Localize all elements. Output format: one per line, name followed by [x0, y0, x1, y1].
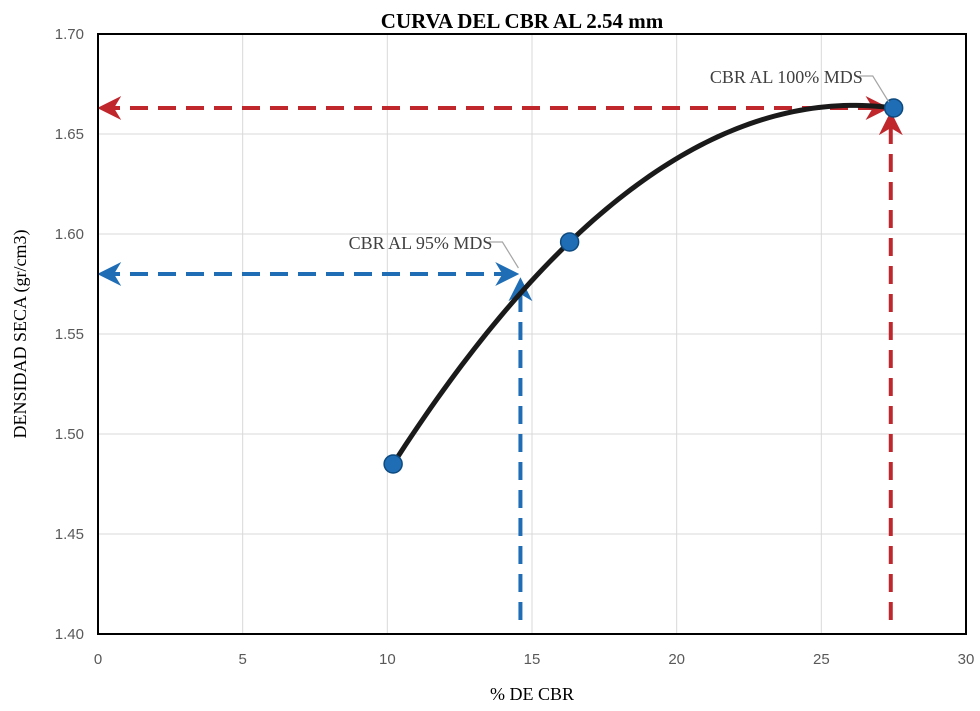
reference-lines [97, 96, 903, 620]
y-tick-labels: 1.40 1.45 1.50 1.55 1.60 1.65 1.70 [55, 26, 84, 643]
annotation-label: CBR AL 100% MDS [710, 67, 863, 87]
annotation-label: CBR AL 95% MDS [349, 233, 493, 253]
x-tick-label: 0 [94, 651, 102, 668]
x-tick-label: 25 [813, 651, 830, 668]
y-tick-label: 1.55 [55, 326, 84, 343]
x-tick-label: 15 [524, 651, 541, 668]
x-tick-labels: 0 5 10 15 20 25 30 [94, 651, 975, 668]
x-axis-title: % DE CBR [490, 684, 574, 704]
data-points [383, 98, 904, 474]
x-tick-label: 10 [379, 651, 396, 668]
y-tick-label: 1.50 [55, 426, 84, 443]
x-tick-label: 5 [238, 651, 246, 668]
data-point [883, 98, 904, 118]
y-gridlines [98, 133, 966, 535]
y-axis-title: DENSIDAD SECA (gr/cm3) [10, 230, 31, 439]
annotation-leader [488, 241, 519, 269]
x-tick-label: 20 [668, 651, 685, 668]
data-point [383, 454, 403, 474]
annotation-leader [858, 75, 890, 103]
x-tick-label: 30 [958, 651, 975, 668]
data-point [559, 232, 580, 252]
y-tick-label: 1.70 [55, 26, 84, 43]
y-tick-label: 1.60 [55, 226, 84, 243]
y-tick-label: 1.40 [55, 626, 84, 643]
annotations: CBR AL 95% MDS CBR AL 100% MDS [349, 67, 890, 269]
trendline [390, 102, 897, 467]
y-tick-label: 1.65 [55, 126, 84, 143]
y-tick-label: 1.45 [55, 526, 84, 543]
chart-title: CURVA DEL CBR AL 2.54 mm [381, 9, 664, 33]
plot-area-border [97, 33, 967, 635]
